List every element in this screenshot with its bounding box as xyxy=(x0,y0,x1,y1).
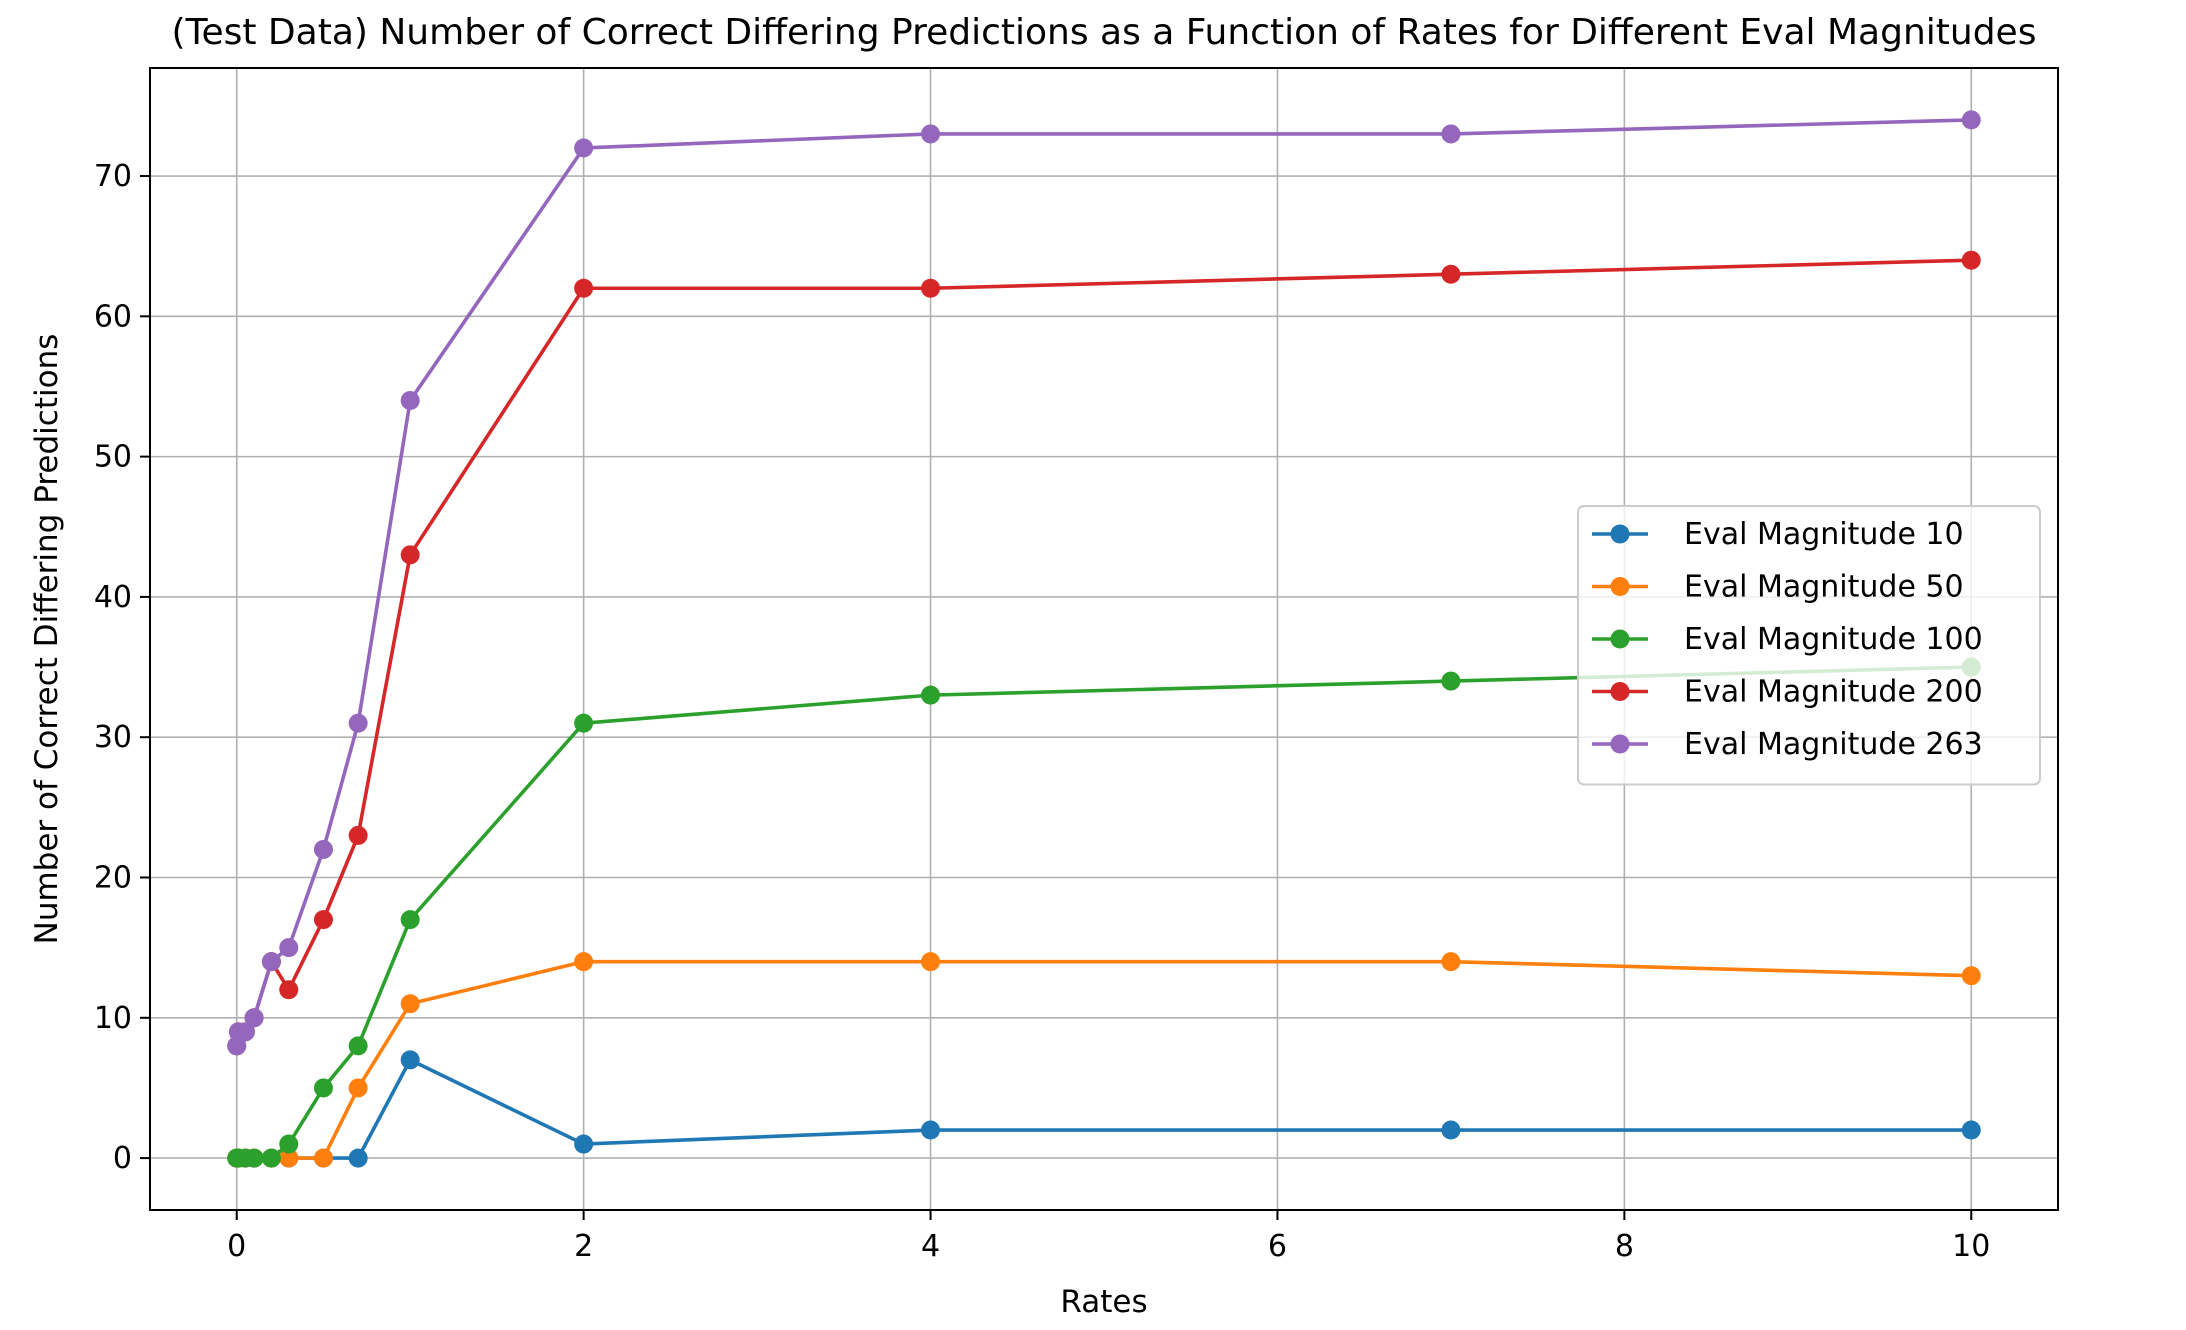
data-point xyxy=(1441,952,1461,972)
data-point xyxy=(400,994,420,1014)
data-point xyxy=(1961,110,1981,130)
x-tick-label: 2 xyxy=(574,1229,593,1264)
data-point xyxy=(400,910,420,930)
legend-marker xyxy=(1610,629,1630,649)
data-point xyxy=(921,278,941,298)
x-axis-label: Rates xyxy=(1060,1284,1147,1320)
data-point xyxy=(921,685,941,705)
data-point xyxy=(1441,124,1461,144)
y-tick-label: 30 xyxy=(94,720,132,755)
data-point xyxy=(574,1134,594,1154)
y-tick-label: 0 xyxy=(113,1141,132,1176)
data-point xyxy=(279,1134,299,1154)
data-point xyxy=(313,910,333,930)
y-tick-label: 50 xyxy=(94,440,132,475)
y-tick-label: 70 xyxy=(94,159,132,194)
legend-item-1: Eval Magnitude 10 xyxy=(1592,517,1964,552)
data-point xyxy=(348,825,368,845)
data-point xyxy=(348,1036,368,1056)
legend-marker xyxy=(1610,577,1630,596)
axes-layer: 0 2 4 6 8 10 0 10 20 30 40 50 60 70 xyxy=(94,67,2059,1264)
data-point xyxy=(244,1148,264,1168)
legend-item-2: Eval Magnitude 50 xyxy=(1592,570,1964,605)
data-point xyxy=(313,1148,333,1168)
series-2 xyxy=(227,952,1981,1168)
y-tick-label: 40 xyxy=(94,580,132,615)
data-point xyxy=(1961,250,1981,270)
series-line xyxy=(236,1058,1972,1160)
series-1 xyxy=(227,1050,1981,1168)
data-point xyxy=(1961,966,1981,986)
data-point xyxy=(279,1148,299,1168)
data-point xyxy=(574,278,594,298)
legend-label: Eval Magnitude 100 xyxy=(1684,622,1983,657)
chart-title: (Test Data) Number of Correct Differing … xyxy=(172,12,2037,53)
legend-item-3: Eval Magnitude 100 xyxy=(1592,622,1983,657)
data-point xyxy=(574,138,594,158)
data-point xyxy=(400,545,420,565)
legend: Eval Magnitude 10 Eval Magnitude 50 Eval M… xyxy=(1577,505,2041,786)
y-tick-label: 10 xyxy=(94,1001,132,1036)
data-point xyxy=(921,124,941,144)
data-point xyxy=(921,952,941,972)
legend-label: Eval Magnitude 50 xyxy=(1684,570,1964,605)
data-point xyxy=(279,938,299,958)
legend-label: Eval Magnitude 263 xyxy=(1684,727,1983,762)
data-point xyxy=(313,839,333,859)
y-tick-label: 20 xyxy=(94,861,132,896)
plot-frame xyxy=(149,67,2059,1211)
data-point xyxy=(400,390,420,410)
y-axis-label: Number of Correct Differing Predictions xyxy=(29,334,65,945)
data-point xyxy=(400,1050,420,1070)
data-point xyxy=(1441,264,1461,284)
y-tick-label: 60 xyxy=(94,299,132,334)
legend-item-5: Eval Magnitude 263 xyxy=(1592,727,1983,762)
data-point xyxy=(279,980,299,1000)
legend-label: Eval Magnitude 200 xyxy=(1684,675,1983,710)
x-tick-label: 4 xyxy=(921,1229,940,1264)
data-point xyxy=(574,952,594,972)
legend-marker xyxy=(1610,524,1630,544)
legend-marker xyxy=(1610,734,1630,754)
data-point xyxy=(227,1036,247,1056)
data-point xyxy=(1961,1120,1981,1140)
data-point xyxy=(261,1148,281,1168)
x-tick-label: 10 xyxy=(1952,1229,1990,1264)
legend-label: Eval Magnitude 10 xyxy=(1684,517,1964,552)
data-point xyxy=(1441,1120,1461,1140)
data-point xyxy=(244,1008,264,1028)
x-tick-label: 6 xyxy=(1268,1229,1287,1264)
data-point xyxy=(261,952,281,972)
data-point xyxy=(313,1078,333,1098)
x-tick-label: 8 xyxy=(1615,1229,1634,1264)
legend-item-4: Eval Magnitude 200 xyxy=(1592,675,1983,710)
data-point xyxy=(574,713,594,733)
series-3 xyxy=(227,657,1981,1168)
data-point xyxy=(348,1078,368,1098)
x-tick-label: 0 xyxy=(227,1229,246,1264)
series-5 xyxy=(227,110,1981,1056)
legend-marker xyxy=(1610,682,1630,701)
data-point xyxy=(235,1022,255,1042)
data-point xyxy=(921,1120,941,1140)
legend-box xyxy=(1577,505,2041,786)
data-point xyxy=(1441,671,1461,691)
data-point xyxy=(348,1148,368,1168)
data-point xyxy=(348,713,368,733)
series-layer xyxy=(227,110,1981,1168)
